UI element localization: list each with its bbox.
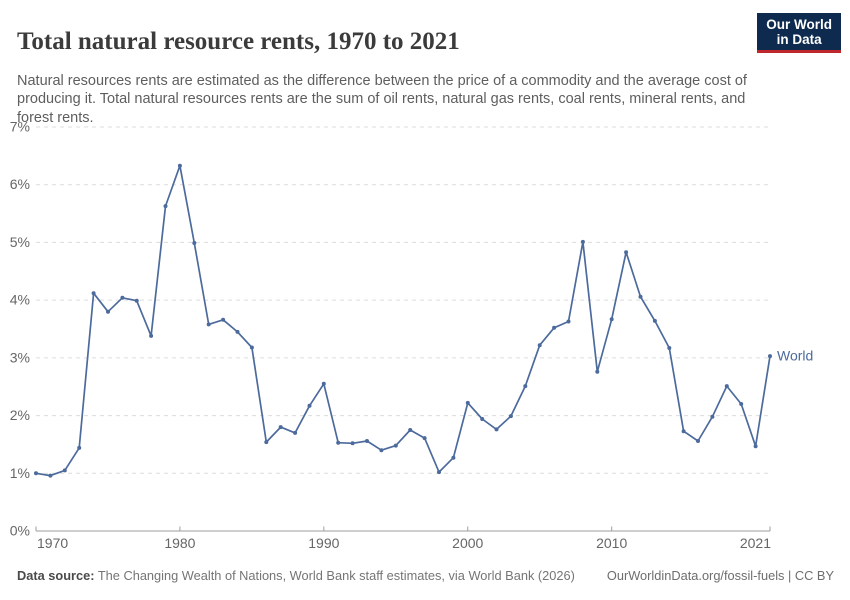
data-point[interactable] bbox=[580, 239, 585, 244]
y-tick-label: 5% bbox=[10, 234, 30, 250]
chart-line-world bbox=[35, 164, 771, 477]
data-point[interactable] bbox=[393, 443, 398, 448]
data-point[interactable] bbox=[537, 343, 542, 348]
chart-subtitle: Natural resources rents are estimated as… bbox=[17, 72, 747, 126]
data-point[interactable] bbox=[652, 318, 657, 323]
data-point[interactable] bbox=[149, 333, 154, 338]
footer-datasource: Data source: The Changing Wealth of Nati… bbox=[17, 568, 575, 583]
data-point[interactable] bbox=[609, 317, 614, 322]
data-point[interactable] bbox=[365, 439, 369, 443]
y-tick-label: 3% bbox=[10, 349, 30, 365]
data-point[interactable] bbox=[34, 471, 38, 476]
data-point[interactable] bbox=[566, 319, 571, 324]
chart-svg: 0% 1% 2% 3% 4% 5% 6% 7% 1970 1980 1990 2000 2010 2021… bbox=[10, 119, 814, 552]
data-point[interactable] bbox=[508, 414, 513, 419]
data-point[interactable] bbox=[451, 455, 456, 460]
datasource-label: Data source: bbox=[17, 568, 95, 583]
owid-logo-line2: in Data bbox=[776, 32, 822, 47]
footer-link[interactable]: OurWorldinData.org/fossil-fuels bbox=[606, 568, 785, 583]
data-point[interactable] bbox=[523, 384, 528, 389]
footer: Data source: The Changing Wealth of Nati… bbox=[17, 568, 834, 583]
page-title: Total natural resource rents, 1970 to 20… bbox=[17, 27, 460, 55]
x-tick-label: 1990 bbox=[308, 535, 339, 551]
data-point[interactable] bbox=[437, 470, 441, 475]
data-point[interactable] bbox=[480, 417, 485, 421]
data-point[interactable] bbox=[753, 444, 758, 449]
data-point[interactable] bbox=[336, 440, 341, 445]
data-point[interactable] bbox=[278, 425, 283, 430]
data-point[interactable] bbox=[120, 295, 125, 300]
data-point[interactable] bbox=[350, 441, 355, 446]
data-point[interactable] bbox=[264, 440, 269, 445]
data-point[interactable] bbox=[422, 436, 427, 441]
data-point[interactable] bbox=[91, 291, 96, 296]
y-tick-label: 0% bbox=[10, 523, 30, 539]
owid-logo-line1: Our World bbox=[766, 17, 832, 32]
data-point[interactable] bbox=[379, 448, 384, 453]
footer-attribution: OurWorldinData.org/fossil-fuels | CC BY bbox=[607, 568, 834, 583]
data-point[interactable] bbox=[293, 430, 298, 435]
datasource-text: The Changing Wealth of Nations, World Ba… bbox=[94, 568, 575, 583]
x-tick-label: 2010 bbox=[596, 535, 627, 551]
data-point[interactable] bbox=[321, 381, 326, 386]
y-tick-label: 7% bbox=[10, 119, 30, 135]
footer-separator: | bbox=[784, 568, 795, 583]
data-point[interactable] bbox=[77, 445, 82, 450]
data-point[interactable] bbox=[768, 354, 772, 359]
data-point[interactable] bbox=[249, 345, 254, 350]
data-point[interactable] bbox=[724, 384, 729, 389]
data-point[interactable] bbox=[177, 163, 182, 168]
data-point[interactable] bbox=[710, 414, 715, 419]
data-point[interactable] bbox=[552, 325, 557, 330]
data-point[interactable] bbox=[163, 204, 168, 209]
data-point[interactable] bbox=[192, 241, 197, 245]
data-point[interactable] bbox=[134, 298, 139, 303]
x-tick-label: 1970 bbox=[37, 535, 68, 551]
data-point[interactable] bbox=[307, 403, 312, 408]
y-tick-label: 6% bbox=[10, 176, 30, 192]
data-point[interactable] bbox=[595, 369, 600, 374]
data-point[interactable] bbox=[408, 428, 413, 432]
data-point[interactable] bbox=[48, 473, 53, 478]
x-tick-label: 2000 bbox=[452, 535, 483, 551]
x-tick-label: 2021 bbox=[740, 535, 771, 551]
footer-license: CC BY bbox=[794, 568, 834, 583]
data-point[interactable] bbox=[696, 439, 700, 443]
data-point[interactable] bbox=[638, 294, 643, 299]
x-tick-label: 1980 bbox=[164, 535, 195, 551]
series-label-world: World bbox=[777, 348, 813, 364]
chart-area: 0% 1% 2% 3% 4% 5% 6% 7% 1970 1980 1990 2000 2010 2021… bbox=[0, 115, 850, 565]
data-point[interactable] bbox=[62, 468, 67, 473]
data-point[interactable] bbox=[681, 429, 686, 434]
data-point[interactable] bbox=[221, 317, 226, 322]
y-tick-label: 2% bbox=[10, 407, 30, 423]
data-point[interactable] bbox=[465, 400, 470, 405]
data-point[interactable] bbox=[624, 250, 629, 255]
data-point[interactable] bbox=[235, 329, 240, 334]
data-point[interactable] bbox=[739, 402, 744, 406]
y-tick-label: 4% bbox=[10, 292, 30, 308]
y-tick-label: 1% bbox=[10, 465, 30, 481]
data-point[interactable] bbox=[494, 427, 499, 432]
data-point[interactable] bbox=[106, 309, 110, 314]
owid-logo[interactable]: Our World in Data bbox=[757, 13, 841, 53]
data-point[interactable] bbox=[667, 346, 672, 350]
data-point[interactable] bbox=[206, 322, 211, 327]
